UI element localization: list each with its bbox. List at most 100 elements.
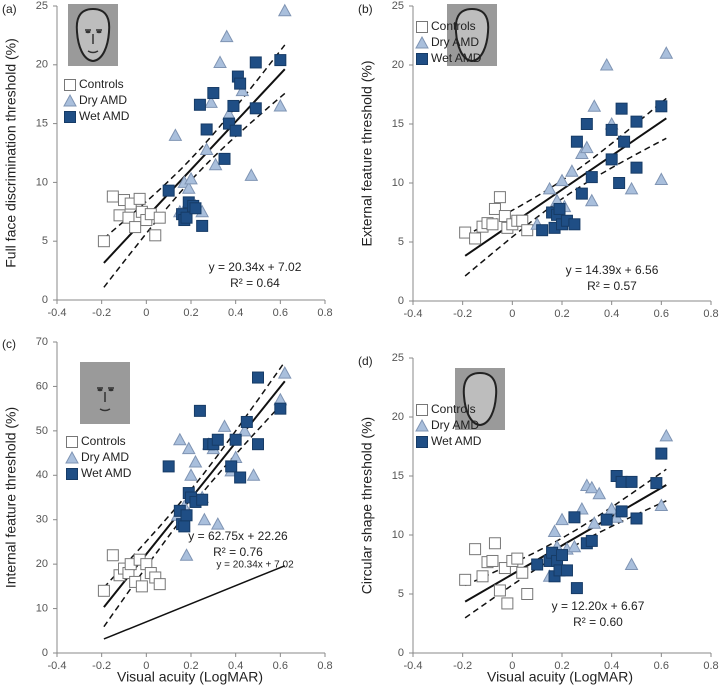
y-tick-label: 15	[392, 118, 404, 130]
data-point	[97, 235, 110, 248]
x-axis-label: Visual acuity (LogMAR)	[487, 669, 633, 685]
data-point	[555, 512, 569, 526]
data-point	[584, 480, 599, 494]
data-point	[469, 232, 482, 245]
y-tick-label: 10	[392, 177, 404, 189]
data-point	[654, 498, 669, 511]
data-point	[196, 219, 209, 232]
data-point	[575, 501, 589, 515]
x-tick-label: 0.4	[604, 660, 619, 672]
eye	[97, 388, 103, 392]
data-point	[655, 100, 668, 113]
x-tick-label: -0.4	[404, 308, 423, 320]
data-point	[531, 558, 544, 571]
data-point	[630, 161, 643, 174]
face-features	[85, 29, 102, 54]
data-point	[521, 224, 534, 237]
data-point	[630, 115, 643, 128]
y-tick-label: 50	[36, 425, 48, 437]
data-point	[587, 516, 602, 529]
data-point	[197, 512, 212, 526]
eye	[108, 388, 114, 392]
data-point	[488, 202, 501, 215]
y-tick-label: 15	[392, 470, 404, 482]
legend-label: Wet AMD	[81, 466, 132, 480]
x-tick-label: -0.2	[453, 308, 472, 320]
data-point	[193, 404, 206, 417]
y-tick-label: 60	[36, 380, 48, 392]
confidence-band	[464, 468, 667, 587]
y-tick-label: 20	[36, 59, 48, 71]
legend-label: Controls	[79, 77, 124, 91]
x-tick-label: 0	[509, 308, 515, 320]
data-point	[196, 493, 209, 506]
data-point	[277, 366, 292, 379]
data-point	[122, 211, 135, 224]
confidence-band	[103, 92, 286, 288]
fit-line	[464, 484, 667, 603]
data-point	[162, 184, 175, 197]
data-point	[249, 56, 262, 69]
data-point	[162, 460, 175, 473]
legend-marker	[416, 21, 428, 33]
x-tick-label: 0.4	[228, 307, 243, 319]
data-point	[556, 549, 568, 562]
data-point	[149, 229, 162, 242]
face-outline	[462, 371, 498, 427]
data-point	[229, 433, 242, 446]
x-tick-label: 0	[143, 307, 149, 319]
data-point	[469, 543, 482, 556]
x-tick-label: 0.2	[183, 660, 198, 672]
face-outline	[454, 7, 490, 63]
fit-equation: y = 14.39x + 6.56	[566, 263, 659, 277]
y-tick-label: 70	[36, 336, 48, 348]
legend-label: Dry AMD	[79, 93, 127, 107]
y-tick-label: 40	[36, 469, 48, 481]
data-point	[476, 570, 489, 583]
data-point	[180, 509, 193, 522]
data-point	[189, 202, 202, 215]
data-point	[599, 57, 614, 71]
panel-label: (a)	[2, 2, 17, 16]
data-point	[624, 557, 639, 570]
y-tick-label: 0	[398, 295, 404, 307]
data-point	[575, 187, 588, 200]
fit-r2: R² = 0.64	[230, 276, 280, 290]
x-tick-label: 0.2	[554, 660, 569, 672]
data-point	[106, 190, 119, 203]
y-tick-label: 5	[42, 235, 48, 247]
legend-label: Controls	[431, 402, 476, 416]
data-point	[129, 221, 142, 234]
x-tick-label: 0	[509, 660, 515, 672]
data-point	[655, 447, 668, 460]
x-tick-label: 0.6	[273, 660, 288, 672]
data-point	[585, 534, 598, 547]
legend-marker	[415, 418, 429, 432]
x-tick-label: 0.6	[273, 307, 288, 319]
data-point	[244, 168, 259, 181]
data-point	[625, 475, 638, 488]
legend-marker	[416, 404, 428, 416]
data-point	[199, 142, 214, 155]
confidence-band	[103, 400, 286, 628]
y-tick-label: 25	[392, 0, 404, 12]
x-tick-label: -0.2	[92, 660, 111, 672]
data-point	[501, 597, 514, 610]
data-point	[217, 419, 232, 432]
face-icon	[447, 4, 497, 66]
data-point	[568, 218, 581, 231]
data-point	[654, 172, 669, 185]
data-point	[193, 98, 206, 111]
data-point	[181, 441, 196, 455]
face-features	[97, 387, 114, 412]
data-point	[553, 202, 566, 215]
legend-marker	[66, 468, 78, 480]
fit-line	[103, 68, 286, 264]
x-tick-label: -0.4	[48, 307, 67, 319]
y-tick-label: 25	[392, 352, 404, 364]
face-icon	[80, 362, 130, 424]
data-point	[547, 524, 562, 537]
data-point	[227, 99, 240, 112]
x-tick-label: 0.2	[554, 308, 569, 320]
